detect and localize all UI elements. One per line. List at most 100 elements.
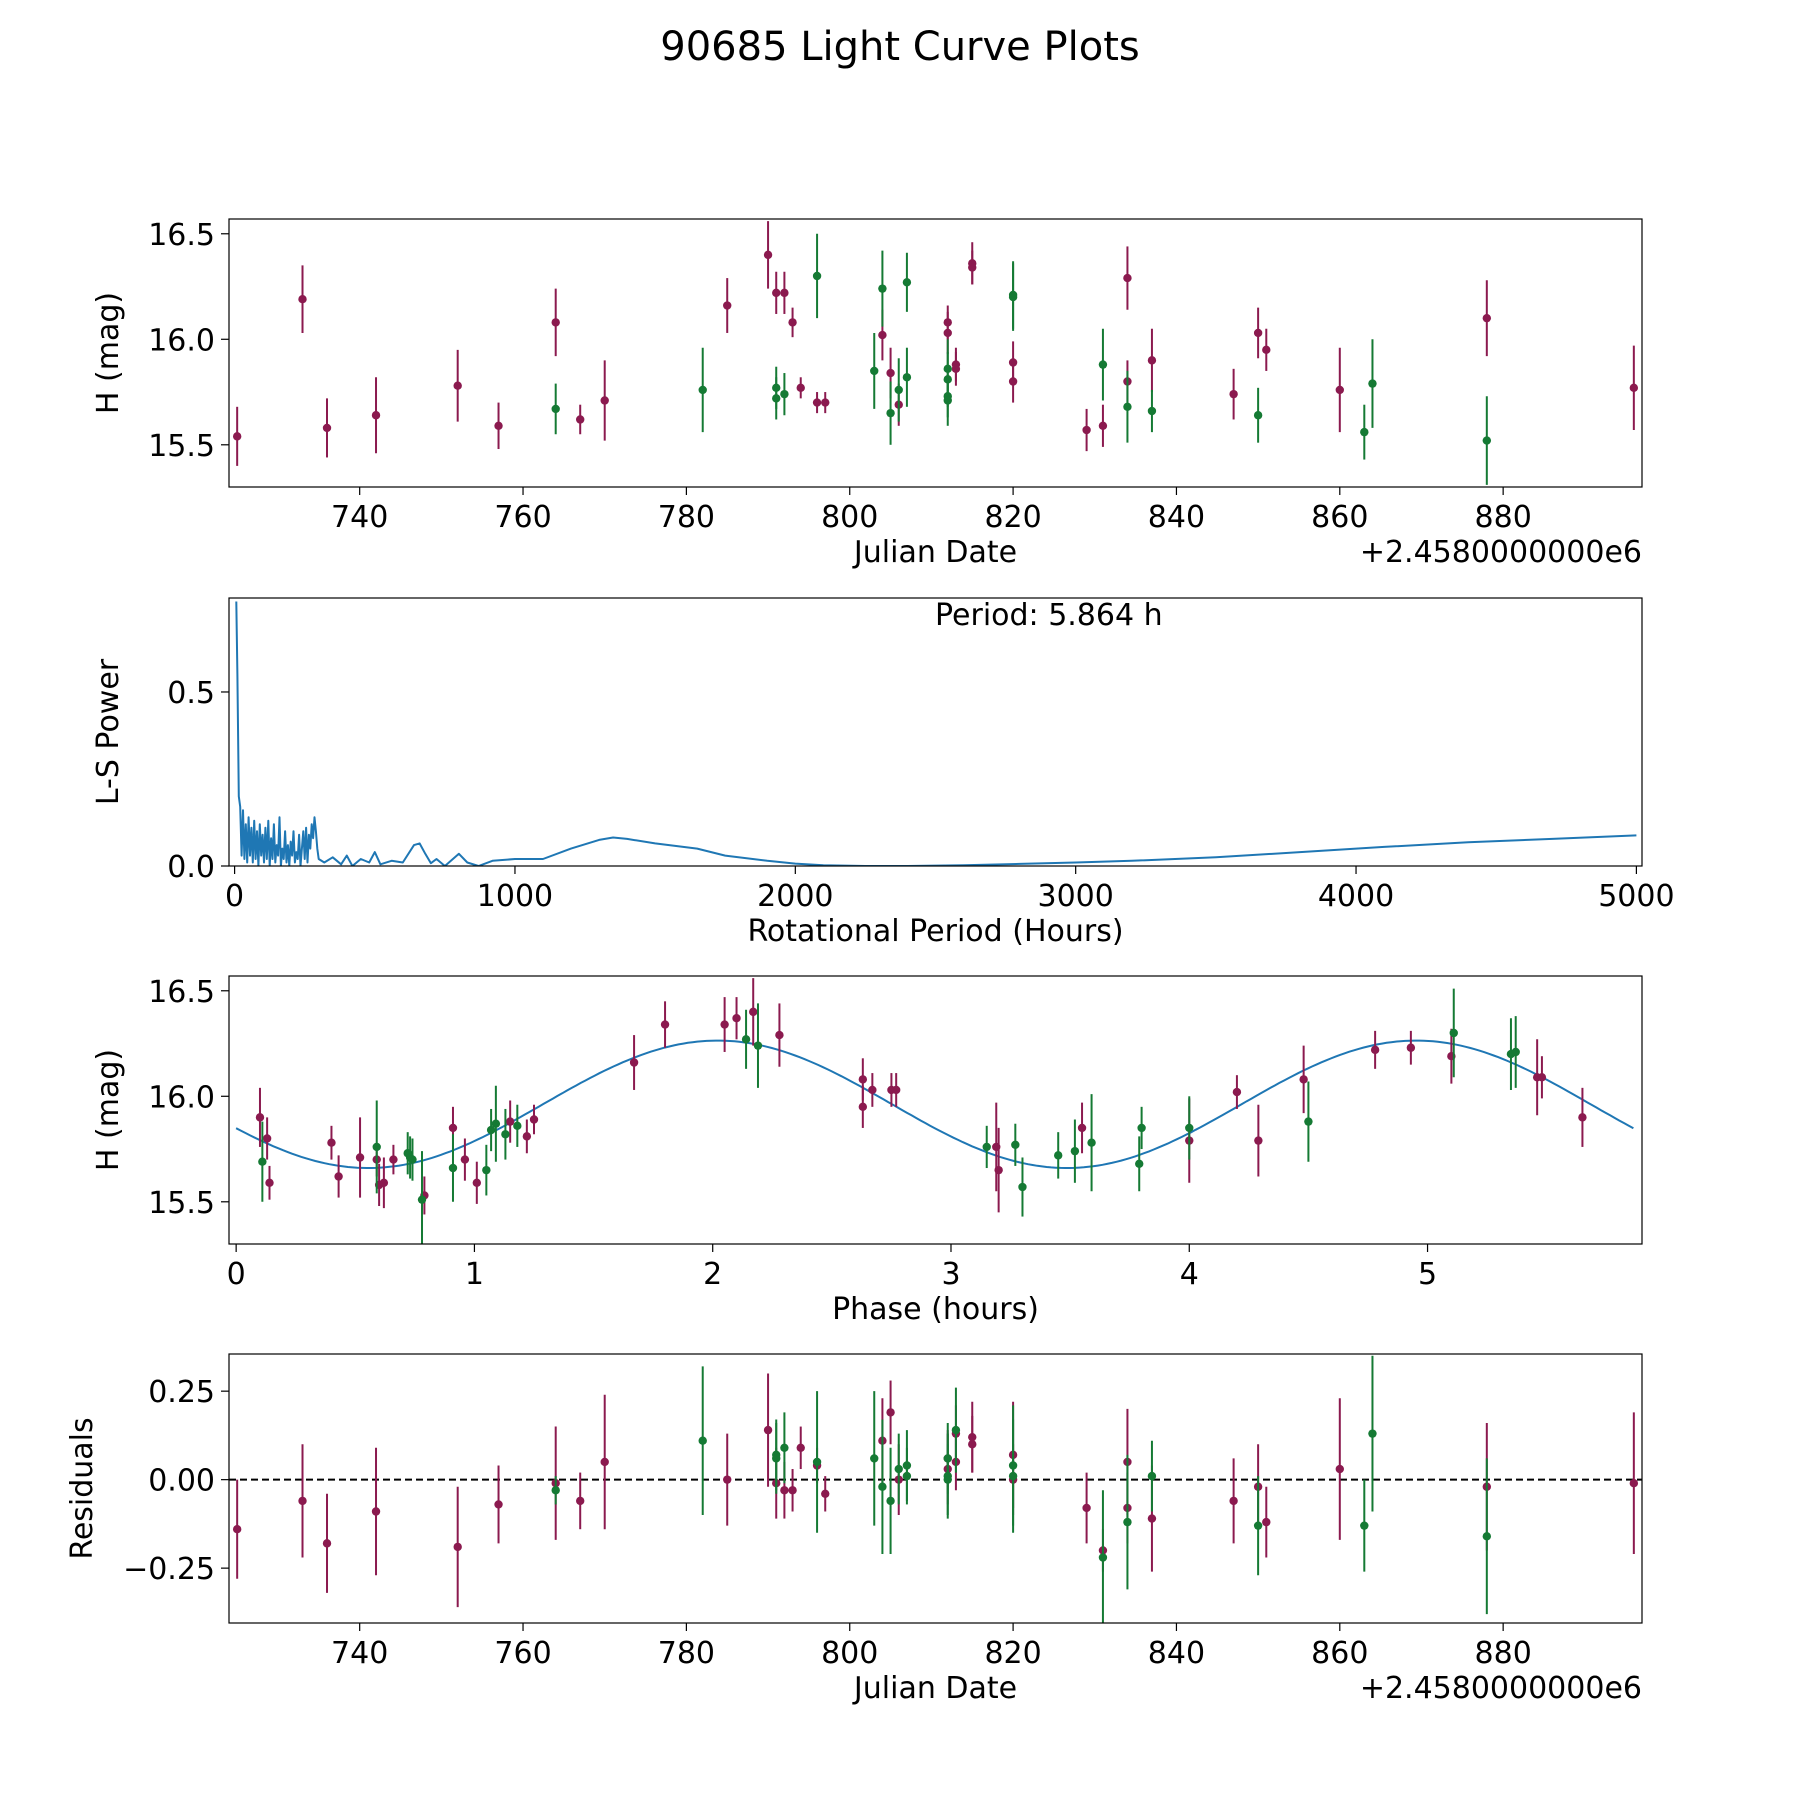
data-point bbox=[1370, 1045, 1380, 1055]
data-point bbox=[796, 383, 805, 393]
data-point bbox=[796, 1443, 805, 1452]
x-tick-label: 3000 bbox=[1037, 879, 1113, 914]
data-point bbox=[741, 1035, 751, 1044]
data-point bbox=[1185, 1123, 1194, 1133]
data-point bbox=[1299, 1075, 1308, 1084]
plot-frame bbox=[228, 1353, 1643, 1624]
data-point bbox=[1368, 1429, 1377, 1438]
x-tick-label: 4000 bbox=[1318, 879, 1394, 914]
data-point bbox=[1511, 1047, 1520, 1057]
period-annotation: Period: 5.864 h bbox=[935, 598, 1163, 633]
data-point bbox=[982, 1142, 991, 1152]
x-tick-label: 860 bbox=[1311, 1636, 1368, 1671]
y-tick-label: 16.0 bbox=[148, 323, 215, 358]
y-axis-label: Residuals bbox=[65, 1417, 100, 1559]
data-point bbox=[1137, 1123, 1146, 1133]
data-point bbox=[780, 288, 789, 298]
data-point bbox=[1082, 425, 1091, 435]
x-tick-label: 1 bbox=[465, 1257, 484, 1292]
x-tick-label: 860 bbox=[1311, 500, 1368, 535]
x-tick-label: 3 bbox=[941, 1257, 960, 1292]
plot-frame bbox=[228, 218, 1643, 488]
data-point bbox=[1011, 1140, 1020, 1150]
data-point bbox=[371, 1507, 381, 1516]
data-point bbox=[902, 1461, 912, 1470]
data-point bbox=[858, 1075, 868, 1084]
x-axis-label: Rotational Period (Hours) bbox=[747, 914, 1123, 949]
data-point bbox=[372, 1142, 381, 1152]
data-point bbox=[891, 1085, 901, 1095]
y-tick-label: 16.5 bbox=[148, 975, 215, 1010]
data-point bbox=[775, 1030, 784, 1040]
x-tick-label: 740 bbox=[331, 1636, 388, 1671]
data-point bbox=[943, 396, 952, 405]
lightcurve-panel: 740 760 780 800 820 840 860 880 15.5 16.0 16.5 Juli… bbox=[91, 218, 1643, 570]
data-point bbox=[858, 1102, 868, 1112]
data-point bbox=[494, 1500, 503, 1509]
data-point bbox=[1360, 1521, 1369, 1530]
data-point bbox=[1304, 1117, 1313, 1126]
y-axis-label: H (mag) bbox=[91, 1049, 126, 1171]
data-point bbox=[821, 1489, 830, 1499]
x-tick-label: 840 bbox=[1148, 500, 1205, 535]
x-tick-label: 2 bbox=[703, 1257, 722, 1292]
data-point bbox=[1253, 328, 1263, 338]
data-point bbox=[1147, 406, 1157, 416]
data-point bbox=[788, 318, 797, 327]
data-point bbox=[821, 398, 830, 407]
data-point bbox=[232, 432, 242, 441]
data-point bbox=[600, 396, 609, 405]
y-tick-label: 16.5 bbox=[148, 218, 215, 253]
data-point bbox=[486, 1125, 496, 1135]
data-point bbox=[723, 1475, 732, 1484]
data-point bbox=[994, 1165, 1003, 1175]
x-tick-label: 0 bbox=[227, 1257, 246, 1292]
data-point bbox=[1135, 1159, 1144, 1169]
data-points bbox=[232, 221, 1639, 485]
data-point bbox=[265, 1178, 274, 1188]
data-point bbox=[788, 1486, 797, 1495]
data-point bbox=[389, 1155, 398, 1164]
x-tick-label: 760 bbox=[494, 500, 551, 535]
data-point bbox=[453, 381, 462, 390]
data-point bbox=[772, 394, 781, 403]
data-point bbox=[327, 1138, 336, 1147]
data-point bbox=[482, 1165, 491, 1175]
data-point bbox=[1070, 1146, 1080, 1156]
x-tick-label: 780 bbox=[658, 500, 715, 535]
data-point bbox=[334, 1172, 343, 1181]
x-tick-label: 880 bbox=[1475, 500, 1532, 535]
data-point bbox=[1008, 292, 1018, 302]
plot-frame bbox=[228, 597, 1643, 867]
data-point bbox=[453, 1542, 462, 1552]
data-point bbox=[262, 1134, 272, 1143]
data-point bbox=[902, 278, 912, 287]
residuals-panel: 740 760 780 800 820 840 860 880 −0.25 0.00 0.25 Jul… bbox=[65, 1353, 1643, 1706]
x-tick-label: 800 bbox=[821, 500, 878, 535]
x-offset-label: +2.4580000000e6 bbox=[1360, 1671, 1642, 1706]
y-tick-label: 0.00 bbox=[148, 1464, 215, 1499]
x-axis-label: Julian Date bbox=[852, 1671, 1017, 1706]
data-point bbox=[1232, 1087, 1242, 1097]
data-point bbox=[894, 385, 903, 395]
data-point bbox=[379, 1178, 389, 1188]
data-point bbox=[513, 1121, 522, 1131]
data-point bbox=[448, 1163, 458, 1173]
data-point bbox=[1018, 1182, 1027, 1192]
y-tick-label: 0.25 bbox=[148, 1375, 215, 1410]
data-point bbox=[870, 366, 879, 376]
data-point bbox=[1147, 356, 1157, 365]
x-offset-label: +2.4580000000e6 bbox=[1360, 535, 1642, 570]
data-point bbox=[1098, 360, 1108, 369]
page-title: 90685 Light Curve Plots bbox=[660, 24, 1140, 70]
data-point bbox=[698, 1436, 707, 1445]
data-point bbox=[698, 385, 707, 395]
data-point bbox=[298, 1496, 307, 1506]
x-axis-label: Julian Date bbox=[852, 535, 1017, 570]
data-point bbox=[322, 1539, 332, 1548]
data-point bbox=[812, 1457, 822, 1467]
data-point bbox=[943, 1454, 952, 1463]
data-point bbox=[886, 408, 895, 418]
data-point bbox=[1537, 1073, 1547, 1082]
data-point bbox=[870, 1454, 879, 1463]
